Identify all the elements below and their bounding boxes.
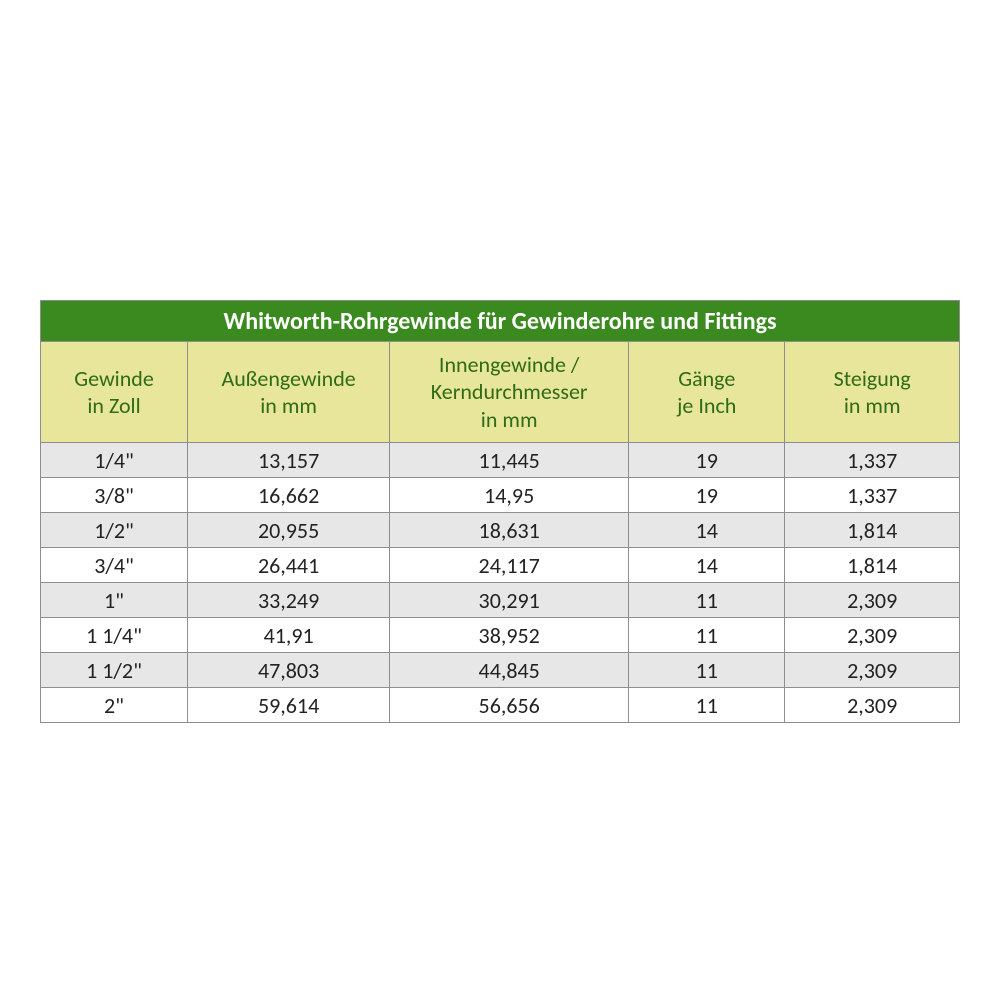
col-header-aussengewinde: Außengewinde in mm (188, 342, 390, 443)
cell: 1,814 (785, 548, 960, 583)
cell: 14 (629, 548, 785, 583)
table-row: 1/4" 13,157 11,445 19 1,337 (41, 443, 960, 478)
table-title-row: Whitworth-Rohrgewinde für Gewinderohre u… (41, 301, 960, 342)
cell: 19 (629, 443, 785, 478)
cell: 11 (629, 583, 785, 618)
table-row: 1 1/2" 47,803 44,845 11 2,309 (41, 653, 960, 688)
table-header-row: Gewinde in Zoll Außengewinde in mm Innen… (41, 342, 960, 443)
cell: 47,803 (188, 653, 390, 688)
whitworth-table: Whitworth-Rohrgewinde für Gewinderohre u… (40, 300, 960, 723)
cell: 24,117 (390, 548, 629, 583)
cell: 2,309 (785, 653, 960, 688)
cell: 19 (629, 478, 785, 513)
col-header-text: in mm (481, 406, 538, 433)
cell: 3/8" (41, 478, 188, 513)
cell: 44,845 (390, 653, 629, 688)
col-header-gewinde: Gewinde in Zoll (41, 342, 188, 443)
cell: 1" (41, 583, 188, 618)
table-title: Whitworth-Rohrgewinde für Gewinderohre u… (41, 301, 960, 342)
cell: 13,157 (188, 443, 390, 478)
cell: 59,614 (188, 688, 390, 723)
col-header-text: Außengewinde (221, 365, 355, 392)
cell: 2" (41, 688, 188, 723)
cell: 33,249 (188, 583, 390, 618)
cell: 20,955 (188, 513, 390, 548)
col-header-steigung: Steigung in mm (785, 342, 960, 443)
cell: 56,656 (390, 688, 629, 723)
cell: 11 (629, 618, 785, 653)
col-header-text: Gänge (678, 365, 735, 392)
col-header-innengewinde: Innengewinde / Kerndurchmesser in mm (390, 342, 629, 443)
cell: 16,662 (188, 478, 390, 513)
col-header-text: Innengewinde / (439, 351, 580, 378)
cell: 2,309 (785, 618, 960, 653)
cell: 2,309 (785, 688, 960, 723)
table-row: 3/4" 26,441 24,117 14 1,814 (41, 548, 960, 583)
table-row: 1" 33,249 30,291 11 2,309 (41, 583, 960, 618)
col-header-text: je Inch (677, 392, 736, 419)
col-header-text: Gewinde (74, 365, 154, 392)
cell: 14 (629, 513, 785, 548)
cell: 41,91 (188, 618, 390, 653)
cell: 1,337 (785, 478, 960, 513)
table-row: 1/2" 20,955 18,631 14 1,814 (41, 513, 960, 548)
col-header-text: Kerndurchmesser (431, 378, 588, 405)
col-header-text: in mm (844, 392, 901, 419)
cell: 11,445 (390, 443, 629, 478)
cell: 1 1/2" (41, 653, 188, 688)
cell: 1,337 (785, 443, 960, 478)
table-container: Whitworth-Rohrgewinde für Gewinderohre u… (40, 300, 960, 723)
col-header-text: in mm (260, 392, 317, 419)
table-row: 3/8" 16,662 14,95 19 1,337 (41, 478, 960, 513)
cell: 11 (629, 653, 785, 688)
cell: 11 (629, 688, 785, 723)
col-header-text: Steigung (834, 365, 911, 392)
cell: 3/4" (41, 548, 188, 583)
table-row: 2" 59,614 56,656 11 2,309 (41, 688, 960, 723)
cell: 2,309 (785, 583, 960, 618)
cell: 30,291 (390, 583, 629, 618)
cell: 38,952 (390, 618, 629, 653)
cell: 1 1/4" (41, 618, 188, 653)
table-row: 1 1/4" 41,91 38,952 11 2,309 (41, 618, 960, 653)
col-header-gaenge: Gänge je Inch (629, 342, 785, 443)
cell: 18,631 (390, 513, 629, 548)
cell: 1/2" (41, 513, 188, 548)
cell: 14,95 (390, 478, 629, 513)
cell: 1,814 (785, 513, 960, 548)
cell: 1/4" (41, 443, 188, 478)
cell: 26,441 (188, 548, 390, 583)
col-header-text: in Zoll (87, 392, 140, 419)
